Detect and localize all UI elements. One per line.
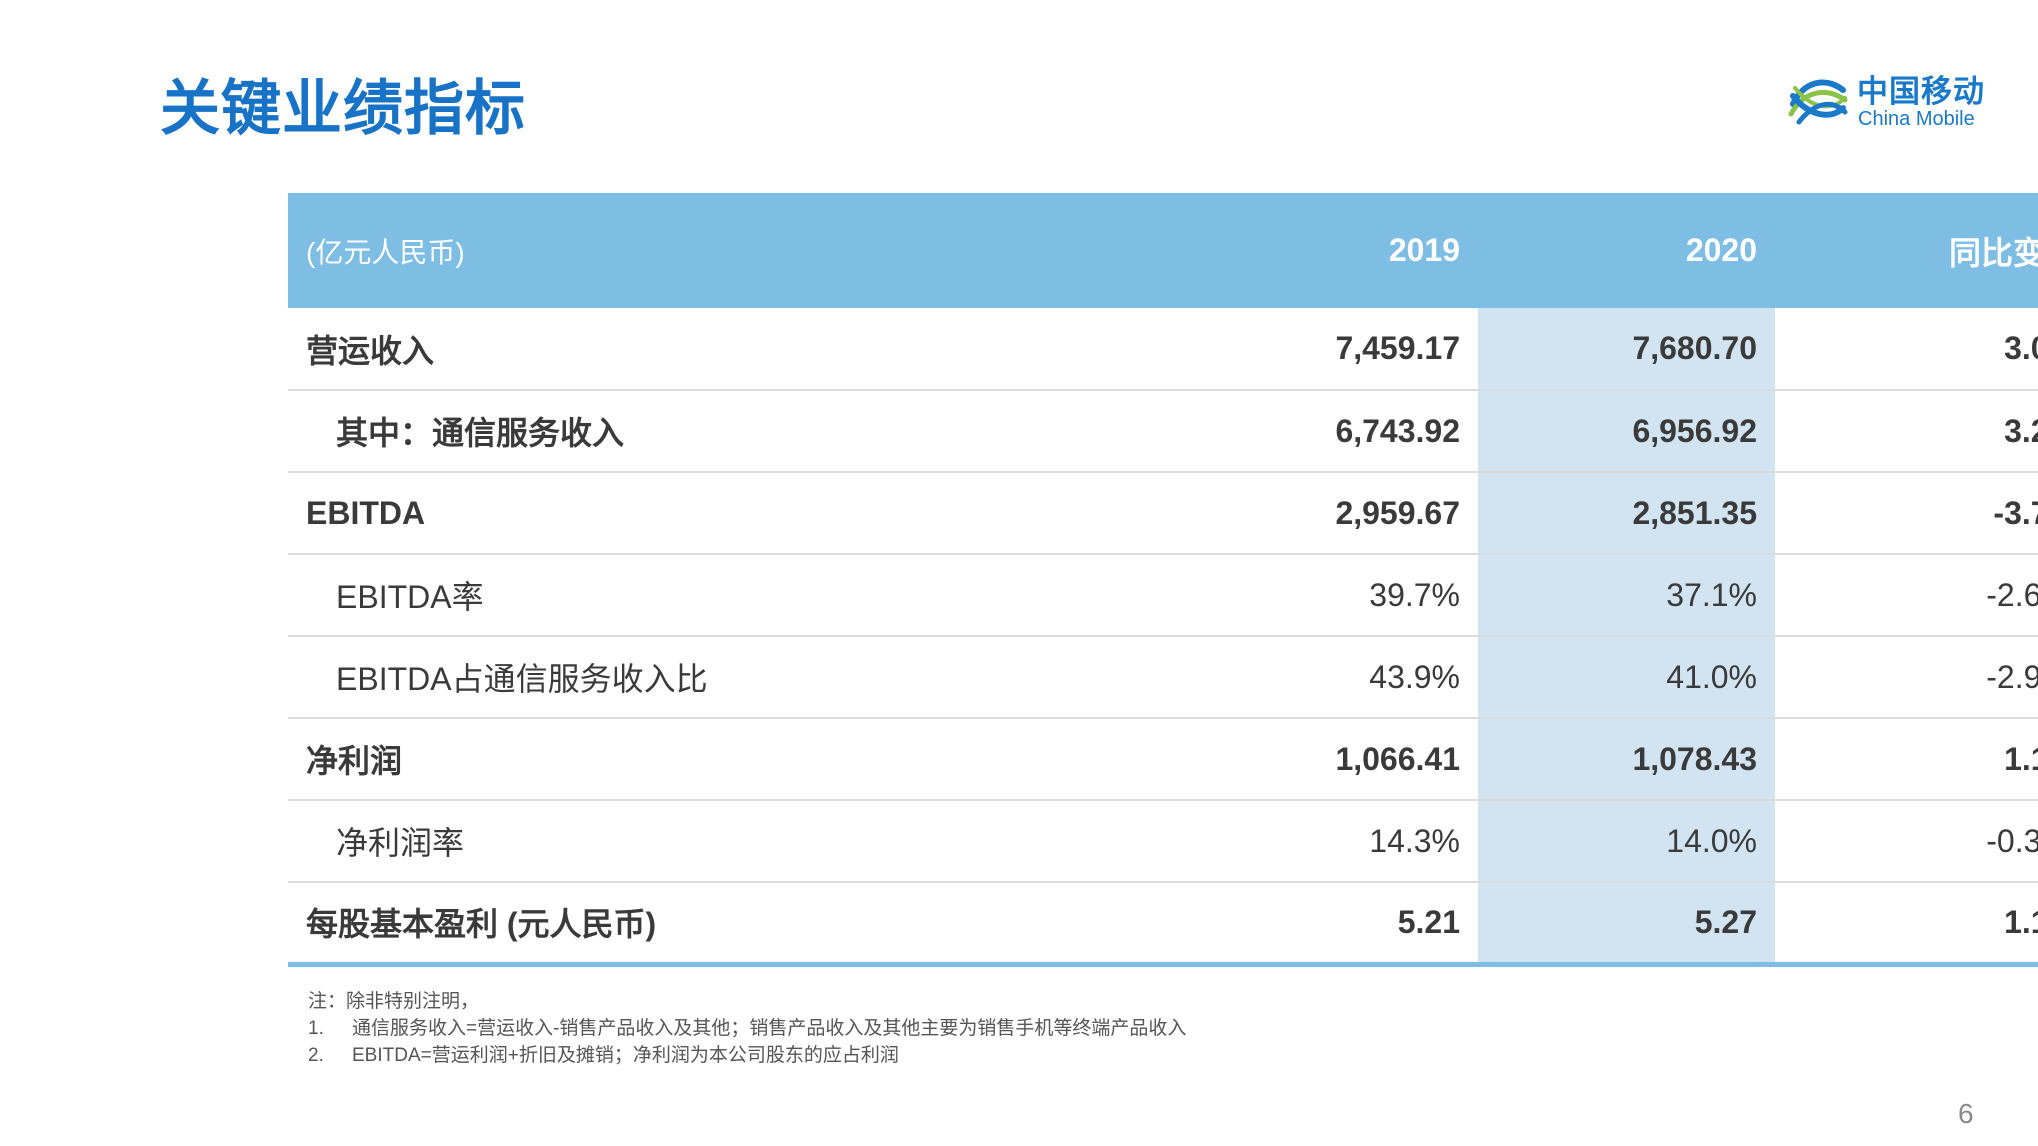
footnote-number: 2. <box>308 1045 324 1066</box>
footnote-text: 通信服务收入=营运收入-销售产品收入及其他；销售产品收入及其他主要为销售手机等终… <box>352 1018 1187 1039</box>
table-row: 营运收入 7,459.17 7,680.70 3.0% <box>288 308 2038 390</box>
kpi-table: (亿元人民币) 2019 2020 同比变化 营运收入 7,459.17 7,6… <box>288 193 2038 967</box>
value-2019: 14.3% <box>1369 822 1460 859</box>
row-label: 每股基本盈利 (元人民币) <box>306 906 657 943</box>
value-yoy: 1.1% <box>2004 740 2038 777</box>
value-2020: 5.27 <box>1478 882 1775 964</box>
row-label: EBITDA <box>306 494 426 531</box>
table-row: EBITDA率 39.7% 37.1% -2.6pp <box>288 554 2038 636</box>
value-yoy: -2.9pp <box>1986 658 2038 695</box>
table-row: 净利润 1,066.41 1,078.43 1.1% <box>288 718 2038 800</box>
value-2019: 6,743.92 <box>1335 412 1460 449</box>
value-2020: 14.0% <box>1478 800 1775 882</box>
logo-cn-text: 中国移动 <box>1857 74 1985 110</box>
value-yoy: 1.1% <box>2004 903 2038 940</box>
value-yoy: -3.7% <box>1993 494 2038 531</box>
value-2019: 2,959.67 <box>1335 494 1460 531</box>
row-label: EBITDA率 <box>336 579 484 615</box>
header-2019: 2019 <box>1388 232 1460 268</box>
footnote-item: 2. EBITDA=营运利润+折旧及摊销；净利润为本公司股东的应占利润 <box>308 1042 1186 1069</box>
value-2020: 7,680.70 <box>1478 308 1775 390</box>
value-yoy: 3.0% <box>2004 330 2038 366</box>
value-2020: 1,078.43 <box>1478 718 1775 800</box>
footnote-number: 1. <box>308 1018 324 1039</box>
table-row: 其中：通信服务收入 6,743.92 6,956.92 3.2% <box>288 390 2038 472</box>
footnote-text: EBITDA=营运利润+折旧及摊销；净利润为本公司股东的应占利润 <box>352 1045 899 1066</box>
header-unit: (亿元人民币) <box>306 236 465 268</box>
value-2019: 43.9% <box>1369 658 1460 695</box>
footnotes: 注：除非特别注明， 1. 通信服务收入=营运收入-销售产品收入及其他；销售产品收入… <box>308 988 1186 1069</box>
value-yoy: 3.2% <box>2004 412 2038 449</box>
value-yoy: -0.3pp <box>1986 822 2038 859</box>
value-2020: 37.1% <box>1478 554 1775 636</box>
table-row: EBITDA占通信服务收入比 43.9% 41.0% -2.9pp <box>288 636 2038 718</box>
header-yoy: 同比变化 <box>1948 234 2038 271</box>
table-row: 净利润率 14.3% 14.0% -0.3pp <box>288 800 2038 882</box>
logo-en-text: China Mobile <box>1858 108 1975 130</box>
page-number: 6 <box>1958 1098 1974 1129</box>
row-label: 营运收入 <box>306 332 435 369</box>
value-2019: 7,459.17 <box>1335 330 1460 366</box>
row-label: 净利润率 <box>336 825 465 861</box>
china-mobile-swirl-icon <box>1788 79 1848 125</box>
footnote-heading: 注：除非特别注明， <box>308 991 480 1012</box>
value-2019: 1,066.41 <box>1335 740 1460 777</box>
row-label: 净利润 <box>306 743 403 779</box>
value-2020: 41.0% <box>1478 636 1775 718</box>
footnote-item: 1. 通信服务收入=营运收入-销售产品收入及其他；销售产品收入及其他主要为销售手机… <box>308 1015 1186 1042</box>
company-logo: 中国移动 China Mobile <box>1785 66 1990 138</box>
table-row: EBITDA 2,959.67 2,851.35 -3.7% <box>288 472 2038 554</box>
page-title: 关键业绩指标 <box>160 74 526 144</box>
value-2020: 2,851.35 <box>1478 472 1775 554</box>
value-yoy: -2.6pp <box>1986 576 2038 613</box>
value-2020: 6,956.92 <box>1478 390 1775 472</box>
value-2019: 39.7% <box>1369 576 1460 613</box>
row-label: 其中：通信服务收入 <box>336 415 625 451</box>
table-row: 每股基本盈利 (元人民币) 5.21 5.27 1.1% <box>288 882 2038 964</box>
table-header-row: (亿元人民币) 2019 2020 同比变化 <box>288 193 2038 308</box>
value-2019: 5.21 <box>1397 903 1460 940</box>
header-2020: 2020 <box>1685 232 1757 268</box>
row-label: EBITDA占通信服务收入比 <box>336 661 708 697</box>
